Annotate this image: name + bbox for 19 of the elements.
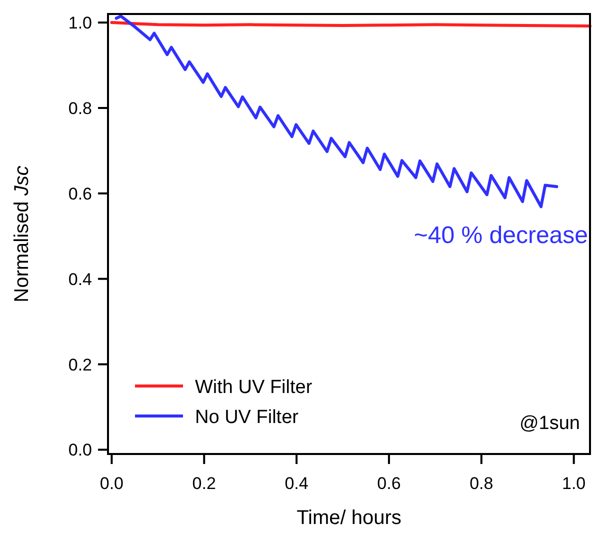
annotation: ~40 % decrease: [414, 222, 588, 249]
x-tick-label: 0.6: [377, 474, 401, 493]
x-tick-label: 1.0: [562, 474, 586, 493]
x-tick-label: 0.4: [284, 474, 308, 493]
x-tick-label: 0.8: [470, 474, 494, 493]
y-axis-title: Normalised Jsc: [11, 166, 33, 302]
y-tick-label: 1.0: [68, 14, 92, 33]
x-tick-label: 0.2: [192, 474, 216, 493]
x-axis-title: Time/ hours: [296, 507, 402, 529]
y-tick-label: 0.0: [68, 440, 92, 460]
legend-label: With UV Filter: [195, 377, 313, 398]
y-tick-label: 0.4: [68, 270, 92, 289]
annotation: @1sun: [520, 413, 580, 434]
legend-label: No UV Filter: [195, 407, 300, 428]
y-tick-label: 0.6: [68, 184, 92, 204]
y-tick-label: 0.8: [68, 98, 92, 118]
x-tick-label: 0.0: [100, 474, 124, 493]
line-series: [114, 14, 558, 208]
y-tick-label: 0.2: [68, 355, 92, 374]
